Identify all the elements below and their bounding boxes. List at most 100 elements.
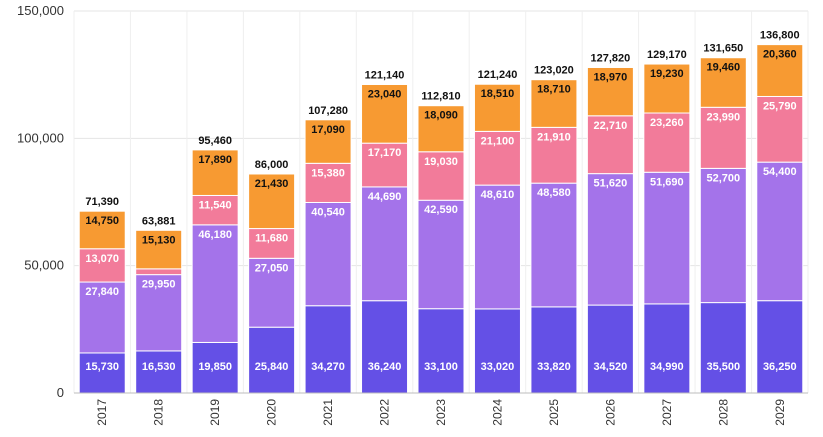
- bar-segment: [530, 126, 578, 184]
- gridlines: [73, 10, 809, 394]
- x-tick-label: 2029: [773, 399, 787, 426]
- total-label: 95,460: [198, 135, 232, 147]
- x-tick-label: 2018: [152, 399, 166, 426]
- x-tick-label: 2023: [434, 399, 448, 426]
- data-label: 48,580: [537, 187, 571, 199]
- data-label: 18,090: [424, 110, 458, 122]
- data-label: 21,100: [481, 135, 515, 147]
- bar-segment: [191, 224, 239, 343]
- total-label: 107,280: [308, 105, 348, 117]
- y-tick-label: 100,000: [17, 130, 64, 145]
- data-label: 19,460: [706, 62, 740, 74]
- bar-segment: [643, 303, 691, 394]
- bar-segment: [586, 173, 634, 306]
- bar-segment: [756, 95, 804, 163]
- x-tick-label: 2021: [321, 399, 335, 426]
- bar-segment: [756, 161, 804, 302]
- data-label: 19,230: [650, 68, 684, 80]
- bar-segment: [643, 171, 691, 305]
- data-label: 34,990: [650, 361, 684, 373]
- data-labels: 15,730 27,840 13,070 14,750 71,390 16,530 29,9…: [85, 30, 799, 373]
- data-label: 18,510: [481, 88, 515, 100]
- bars: [78, 44, 804, 394]
- total-label: 121,140: [365, 69, 405, 81]
- bar-segment: [248, 228, 296, 259]
- bar-segment: [191, 341, 239, 394]
- data-label: 35,500: [706, 361, 740, 373]
- total-label: 127,820: [591, 52, 631, 64]
- data-label: 46,180: [198, 229, 232, 241]
- bar-segment: [78, 210, 126, 250]
- data-label: 15,730: [85, 361, 119, 373]
- data-label: 23,040: [368, 88, 402, 100]
- bar-segment: [530, 182, 578, 308]
- bar-segment: [417, 308, 465, 394]
- bar-segment: [417, 105, 465, 153]
- data-label: 15,130: [142, 234, 176, 246]
- bar-segment: [473, 83, 521, 132]
- bar-segment: [304, 162, 352, 203]
- x-tick-label: 2027: [660, 399, 674, 426]
- total-label: 123,020: [534, 65, 574, 77]
- bar-segment: [473, 130, 521, 186]
- bar-segment: [643, 112, 691, 173]
- bar-segment: [361, 186, 409, 302]
- data-label: 27,840: [85, 286, 119, 298]
- y-tick-label: 0: [57, 385, 64, 400]
- bar-segment: [304, 201, 352, 307]
- data-label: 16,530: [142, 361, 176, 373]
- x-tick-label: 2022: [378, 399, 392, 426]
- data-label: 34,270: [311, 361, 345, 373]
- bar-segment: [586, 115, 634, 175]
- bar-segment: [756, 300, 804, 394]
- data-label: 29,950: [142, 279, 176, 291]
- bar-segment: [643, 63, 691, 114]
- bar-segment: [135, 268, 183, 276]
- x-axis: 2017 2018 2019 2020 2021 2022 2023 2024 2025 2026…: [74, 392, 808, 426]
- data-label: 17,890: [198, 154, 232, 166]
- data-label: 11,680: [255, 233, 288, 245]
- data-label: 19,850: [198, 361, 232, 373]
- bar-segment: [248, 257, 296, 328]
- x-tick-label: 2019: [208, 399, 222, 426]
- bar-segment: [304, 305, 352, 394]
- bar-segment: [417, 151, 465, 201]
- data-label: 18,710: [537, 84, 571, 96]
- bar-segment: [135, 350, 183, 394]
- y-tick-label: 150,000: [17, 3, 64, 18]
- data-label: 25,840: [255, 361, 289, 373]
- data-label: 15,380: [311, 167, 345, 179]
- bar-segment: [699, 167, 747, 304]
- bar-segment: [586, 304, 634, 394]
- total-label: 131,650: [703, 43, 743, 55]
- data-label: 33,820: [537, 361, 571, 373]
- data-label: 20,360: [763, 49, 797, 61]
- bar-segment: [191, 149, 239, 196]
- bar-segment: [248, 173, 296, 230]
- bar-segment: [135, 274, 183, 352]
- total-label: 121,240: [478, 69, 518, 81]
- data-label: 11,540: [199, 199, 232, 211]
- total-label: 136,800: [760, 30, 800, 42]
- data-label: 18,970: [594, 71, 628, 83]
- data-label: 27,050: [255, 262, 289, 274]
- data-label: 14,750: [85, 215, 119, 227]
- x-tick-label: 2025: [547, 399, 561, 426]
- data-label: 33,100: [424, 361, 458, 373]
- bar-segment: [361, 83, 409, 144]
- bar-segment: [304, 119, 352, 164]
- bar-segment: [473, 184, 521, 310]
- data-label: 48,610: [481, 189, 515, 201]
- data-label: 40,540: [311, 206, 345, 218]
- data-label: 36,250: [763, 361, 797, 373]
- x-tick-label: 2024: [490, 399, 504, 426]
- data-label: 23,260: [650, 117, 684, 129]
- y-tick-label: 50,000: [24, 258, 64, 273]
- bar-segment: [530, 306, 578, 394]
- data-label: 19,030: [424, 156, 458, 168]
- data-label: 25,790: [763, 100, 797, 112]
- total-label: 112,810: [421, 91, 460, 103]
- y-axis: 0 50,000 100,000 150,000: [17, 3, 64, 400]
- bar-segment: [586, 66, 634, 117]
